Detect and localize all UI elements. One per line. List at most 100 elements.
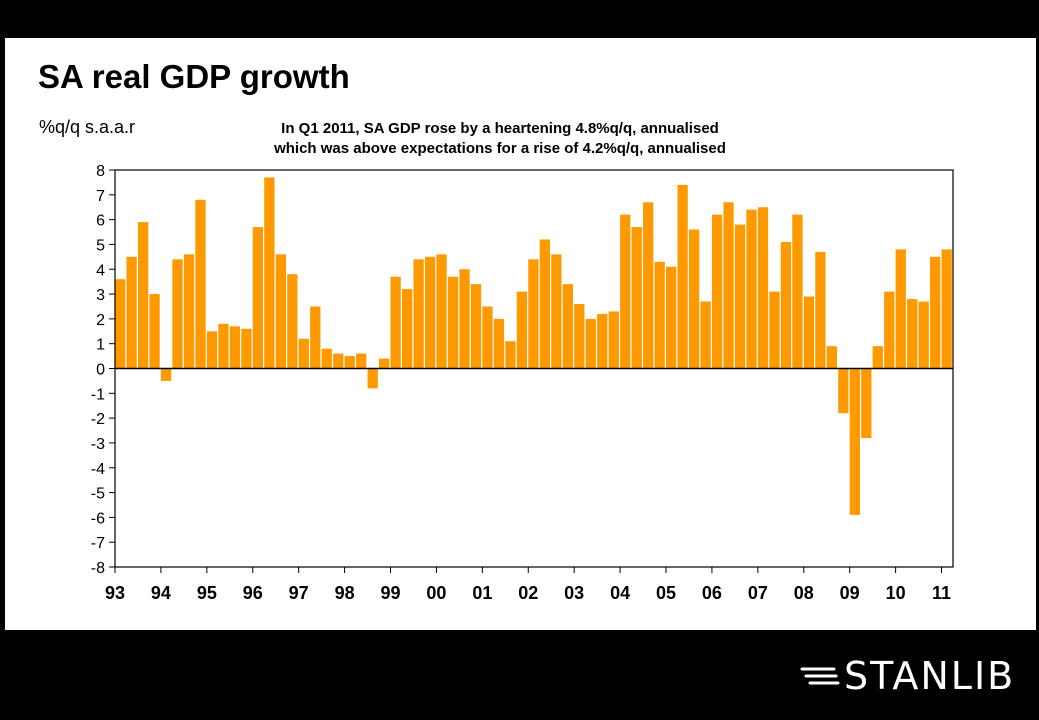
bar-61 [815, 251, 826, 369]
bar-series [115, 177, 952, 515]
y-tick-label: 5 [96, 237, 105, 254]
bar-59 [792, 214, 803, 369]
bar-72 [941, 249, 952, 369]
bar-44 [620, 214, 631, 369]
bar-55 [746, 209, 757, 369]
x-axis-ticks: 93 94 95 96 97 98 99 00 01 02 03 04 05 06 07 08 09 10 11 [105, 567, 951, 603]
bar-60 [803, 296, 815, 369]
x-tick-label: 07 [748, 583, 768, 603]
bar-15 [287, 274, 298, 369]
bar-40 [574, 303, 585, 369]
slide-panel: SA real GDP growth %q/q s.a.a.r In Q1 20… [5, 38, 1036, 630]
bar-29 [447, 276, 459, 369]
x-tick-label: 99 [380, 583, 400, 603]
bar-53 [723, 202, 734, 369]
x-tick-label: 00 [426, 583, 446, 603]
bar-46 [643, 202, 654, 369]
bar-38 [551, 254, 562, 369]
bar-48 [666, 266, 677, 369]
bar-39 [562, 284, 573, 369]
bar-69 [907, 299, 918, 369]
y-tick-label: -6 [91, 510, 105, 527]
bar-68 [895, 249, 906, 369]
brand-name: STANLIB [844, 654, 1016, 698]
annotation-line-2: which was above expectations for a rise … [274, 140, 726, 157]
y-tick-label: -1 [91, 386, 105, 403]
bar-36 [528, 259, 539, 369]
x-tick-label: 01 [472, 583, 492, 603]
chart-axes [114, 169, 954, 568]
x-tick-label: 11 [932, 583, 951, 603]
x-tick-label: 94 [151, 583, 171, 603]
bar-45 [631, 227, 642, 369]
x-tick-label: 08 [794, 583, 814, 603]
y-tick-label: 2 [96, 312, 105, 329]
bar-67 [884, 291, 895, 369]
x-tick-label: 97 [289, 583, 309, 603]
footer-bar [0, 630, 1039, 720]
bar-4 [160, 368, 172, 381]
x-tick-label: 93 [105, 583, 125, 603]
y-tick-label: -2 [91, 411, 105, 428]
bar-9 [218, 323, 229, 369]
bar-21 [356, 353, 367, 369]
chart-title: SA real GDP growth [38, 58, 350, 95]
x-tick-label: 95 [197, 583, 217, 603]
bar-71 [930, 256, 941, 369]
bar-37 [539, 239, 551, 369]
bar-62 [826, 346, 838, 369]
units-label: %q/q s.a.a.r [39, 117, 136, 137]
bar-13 [264, 177, 275, 369]
annotation-line-1: In Q1 2011, SA GDP rose by a heartening … [281, 120, 719, 137]
bar-34 [505, 341, 516, 369]
bar-6 [183, 254, 195, 369]
bar-8 [206, 331, 218, 369]
bar-51 [700, 301, 711, 369]
y-tick-label: -3 [91, 436, 105, 453]
y-tick-label: -4 [91, 461, 105, 478]
x-tick-label: 06 [702, 583, 722, 603]
x-tick-label: 09 [840, 583, 860, 603]
bar-43 [608, 311, 619, 369]
bar-31 [470, 284, 482, 369]
chart-annotation: In Q1 2011, SA GDP rose by a heartening … [185, 119, 815, 159]
bar-17 [310, 306, 321, 369]
x-tick-label: 04 [610, 583, 630, 603]
bar-35 [516, 291, 528, 369]
y-tick-label: 1 [96, 337, 105, 354]
bar-19 [333, 353, 344, 369]
bar-5 [172, 259, 183, 369]
bar-24 [390, 276, 401, 369]
bar-10 [229, 326, 241, 369]
y-tick-label: 7 [96, 188, 105, 205]
bar-41 [585, 318, 596, 369]
bar-32 [482, 306, 493, 369]
bar-22 [367, 368, 378, 389]
y-tick-label: -8 [91, 560, 105, 577]
y-tick-label: 0 [96, 362, 105, 379]
bar-42 [597, 313, 608, 369]
bar-16 [298, 338, 309, 369]
bar-66 [872, 346, 883, 369]
bar-14 [275, 254, 286, 369]
bar-27 [424, 256, 436, 369]
y-tick-label: -5 [91, 486, 105, 503]
y-tick-label: 4 [96, 262, 105, 279]
x-tick-label: 05 [656, 583, 676, 603]
y-axis-ticks: 8 7 6 5 4 3 2 1 0 -1 -2 -3 -4 -5 -6 -7 -8 [91, 163, 115, 577]
bar-30 [459, 269, 470, 369]
bar-0 [115, 279, 126, 369]
bar-12 [252, 227, 264, 369]
x-tick-label: 03 [564, 583, 584, 603]
bar-3 [149, 294, 160, 369]
bar-1 [126, 256, 137, 369]
bar-47 [654, 261, 665, 369]
bar-58 [780, 241, 792, 369]
bar-26 [413, 259, 424, 369]
y-tick-label: 8 [96, 163, 105, 180]
stanlib-swoosh-icon [800, 667, 840, 685]
bar-33 [493, 318, 505, 369]
x-tick-label: 10 [886, 583, 906, 603]
stanlib-logo: STANLIB [800, 655, 1015, 697]
